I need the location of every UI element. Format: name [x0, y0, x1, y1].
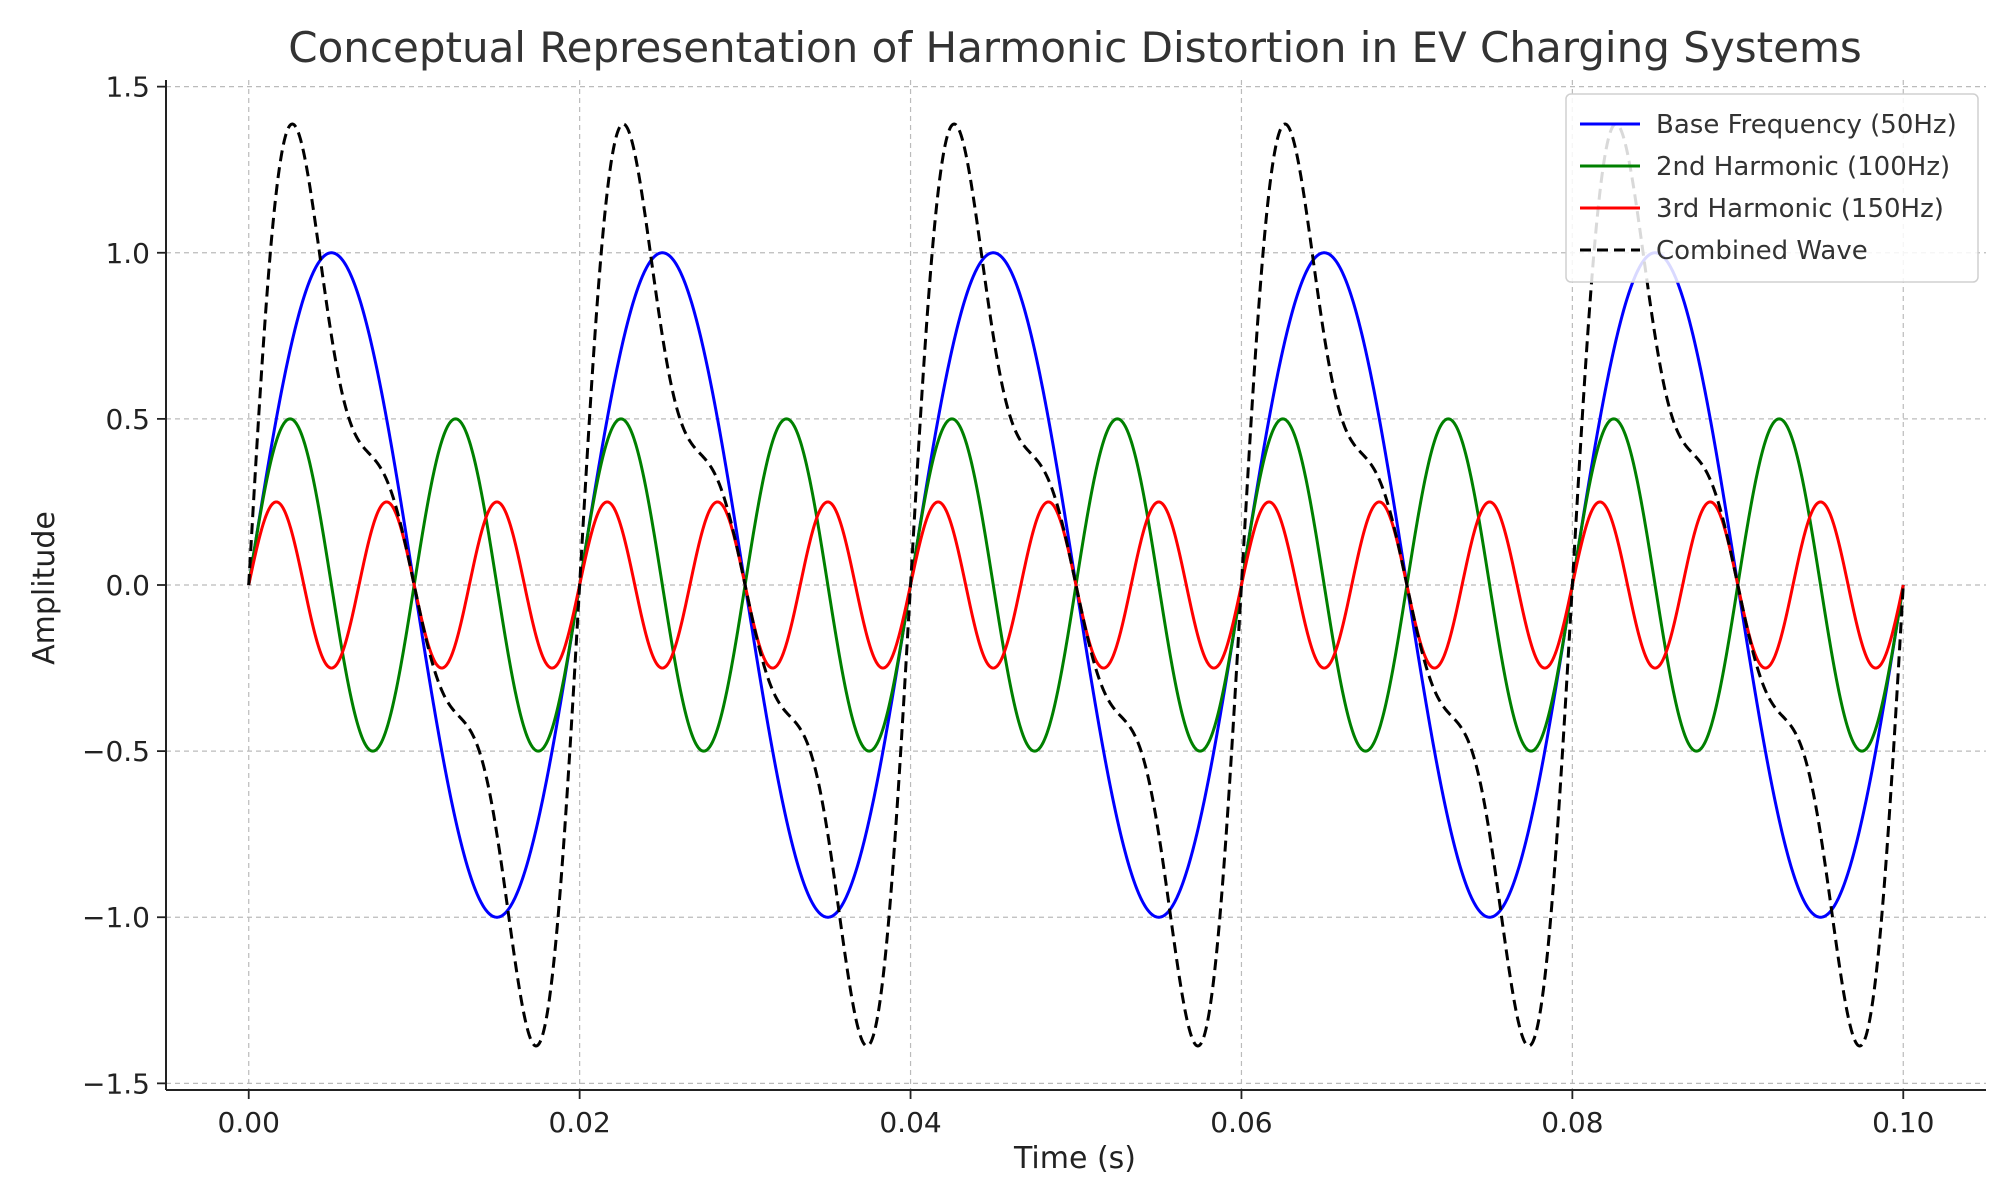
x-tick-label: 0.08 — [1541, 1106, 1603, 1139]
y-tick-label: −0.5 — [82, 735, 150, 768]
x-ticks: 0.00 0.02 0.04 0.06 0.08 0.10 — [218, 1090, 1934, 1139]
x-tick-label: 0.06 — [1210, 1106, 1272, 1139]
legend-box — [1565, 93, 1979, 283]
legend-label: Base Frequency (50Hz) — [1656, 110, 1957, 140]
x-tick-label: 0.00 — [218, 1106, 280, 1139]
y-tick-label: 0.0 — [105, 569, 150, 602]
legend-label: Combined Wave — [1656, 236, 1868, 266]
legend-label: 3rd Harmonic (150Hz) — [1656, 194, 1944, 224]
x-tick-label: 0.10 — [1872, 1106, 1934, 1139]
y-ticks: −1.5 −1.0 −0.5 0.0 0.5 1.0 1.5 — [82, 71, 166, 1100]
y-tick-label: 1.0 — [105, 237, 150, 270]
x-tick-label: 0.04 — [879, 1106, 941, 1139]
x-tick-label: 0.02 — [548, 1106, 610, 1139]
chart-title: Conceptual Representation of Harmonic Di… — [288, 23, 1861, 72]
legend-label: 2nd Harmonic (100Hz) — [1656, 152, 1950, 182]
legend: Base Frequency (50Hz) 2nd Harmonic (100Hz… — [1565, 93, 1979, 283]
y-tick-label: 1.5 — [105, 71, 150, 104]
y-axis-label: Amplitude — [27, 511, 62, 665]
y-tick-label: 0.5 — [105, 403, 150, 436]
x-axis-label: Time (s) — [1013, 1141, 1136, 1176]
y-tick-label: −1.0 — [82, 901, 150, 934]
y-tick-label: −1.5 — [82, 1067, 150, 1100]
series-line-3rd-harmonic-150hz — [247, 500, 1905, 670]
